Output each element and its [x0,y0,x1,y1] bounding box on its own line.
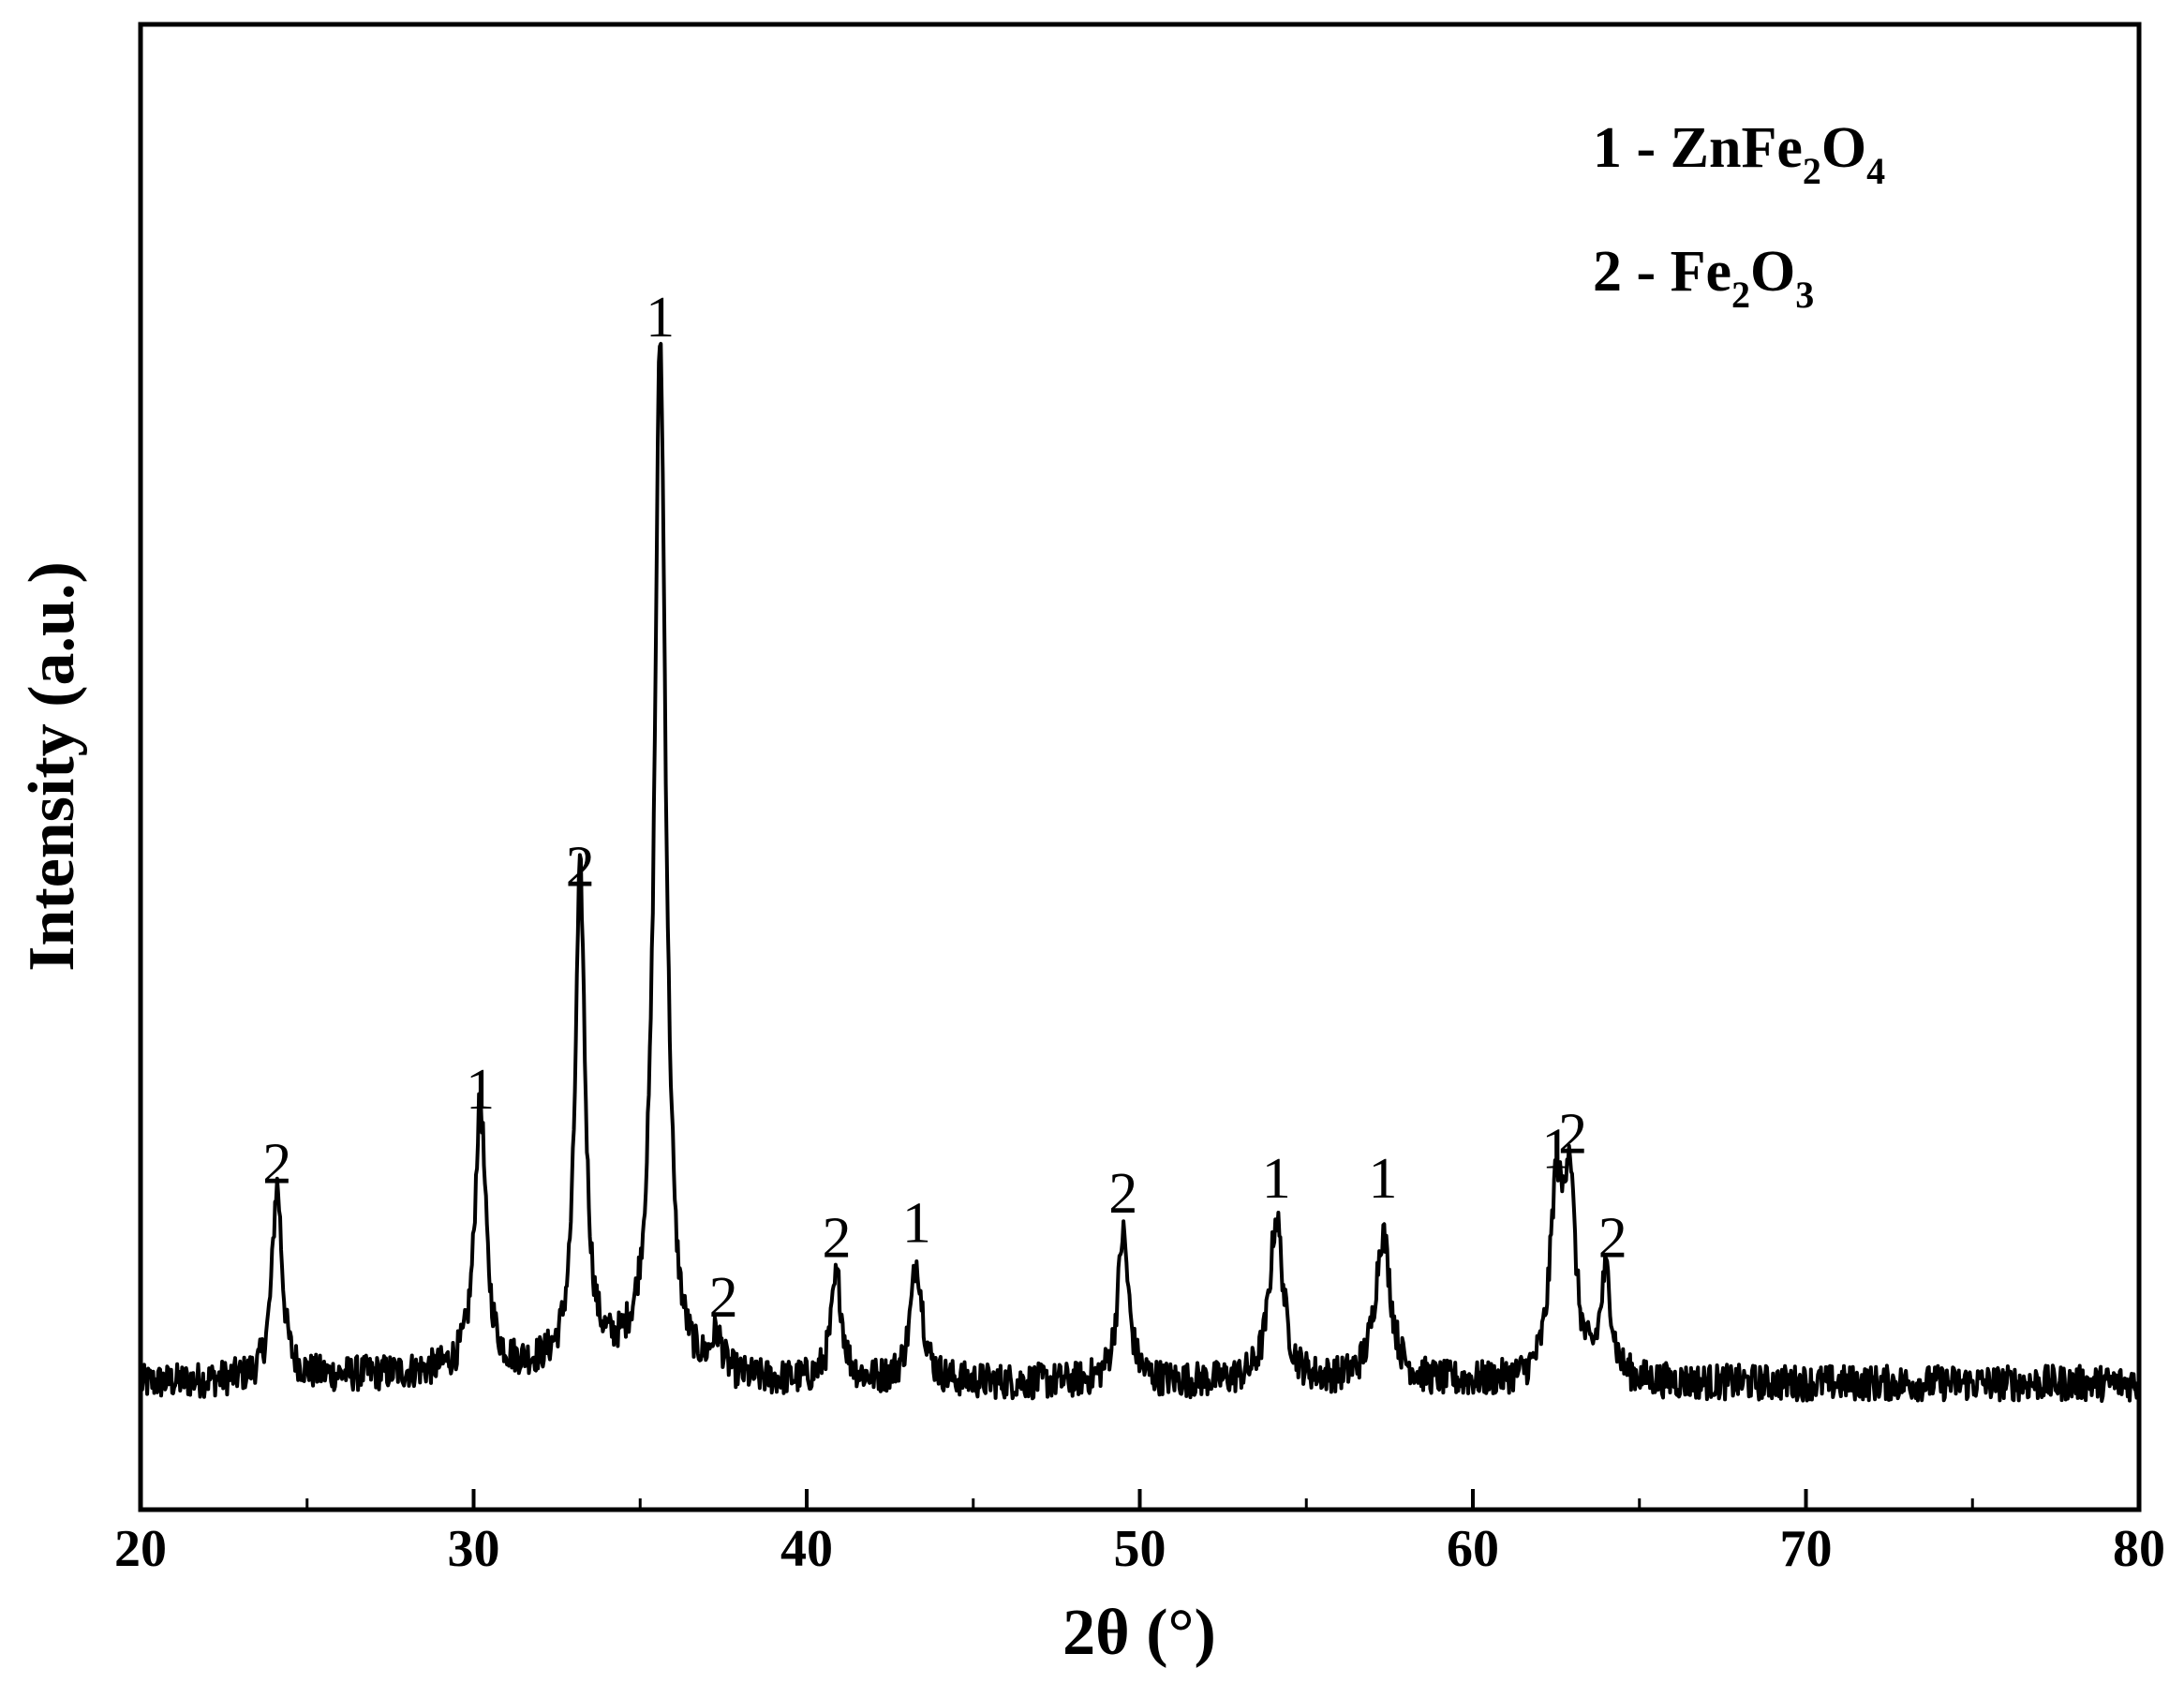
peak-label: 2 [709,1266,738,1330]
peak-label: 1 [1369,1147,1398,1211]
legend-separator: - [1622,240,1671,304]
peak-label: 2 [822,1207,851,1271]
formula-subscript: 4 [1866,150,1885,192]
x-tick-label: 20 [114,1520,167,1578]
legend-separator: - [1622,116,1671,180]
peak-label: 2 [1558,1103,1587,1167]
legend-marker: 2 [1593,240,1622,304]
formula-text: Fe [1671,240,1731,304]
peak-label: 1 [1262,1147,1291,1211]
x-axis-title: 2θ (°) [1062,1597,1216,1669]
x-tick-label: 30 [448,1520,500,1578]
formula-text: O [1750,240,1795,304]
x-tick-label: 40 [780,1520,833,1578]
plot-frame [138,22,2142,1512]
formula-subscript: 2 [1803,150,1821,192]
legend-entry: 2 - Fe2O3 [1593,240,1814,316]
legend-entry: 1 - ZnFe2O4 [1593,116,1885,192]
peak-label: 2 [262,1132,291,1196]
formula-text: O [1821,116,1866,180]
peak-label: 1 [902,1192,931,1256]
peak-label: 2 [1598,1207,1627,1271]
peak-label: 2 [566,835,595,899]
peak-label: 1 [646,286,675,350]
formula-subscript: 2 [1731,274,1750,316]
series-layer [139,341,2140,1403]
peak-label: 1 [1541,1117,1570,1181]
formula-subscript: 3 [1795,274,1814,316]
x-tick-label: 80 [2113,1520,2165,1578]
x-tick-label: 70 [1780,1520,1833,1578]
series-line [139,341,2140,1403]
x-tick-label: 50 [1114,1520,1166,1578]
y-axis-title: Intensity (a.u.) [16,561,88,972]
peak-label: 2 [1108,1162,1137,1226]
formula-text: ZnFe [1671,116,1803,180]
x-axis-ticks: 20 30 40 50 60 70 80 [114,1489,2165,1578]
x-tick-label: 60 [1447,1520,1499,1578]
peak-label: 1 [466,1058,495,1122]
legend-marker: 1 [1593,116,1622,180]
